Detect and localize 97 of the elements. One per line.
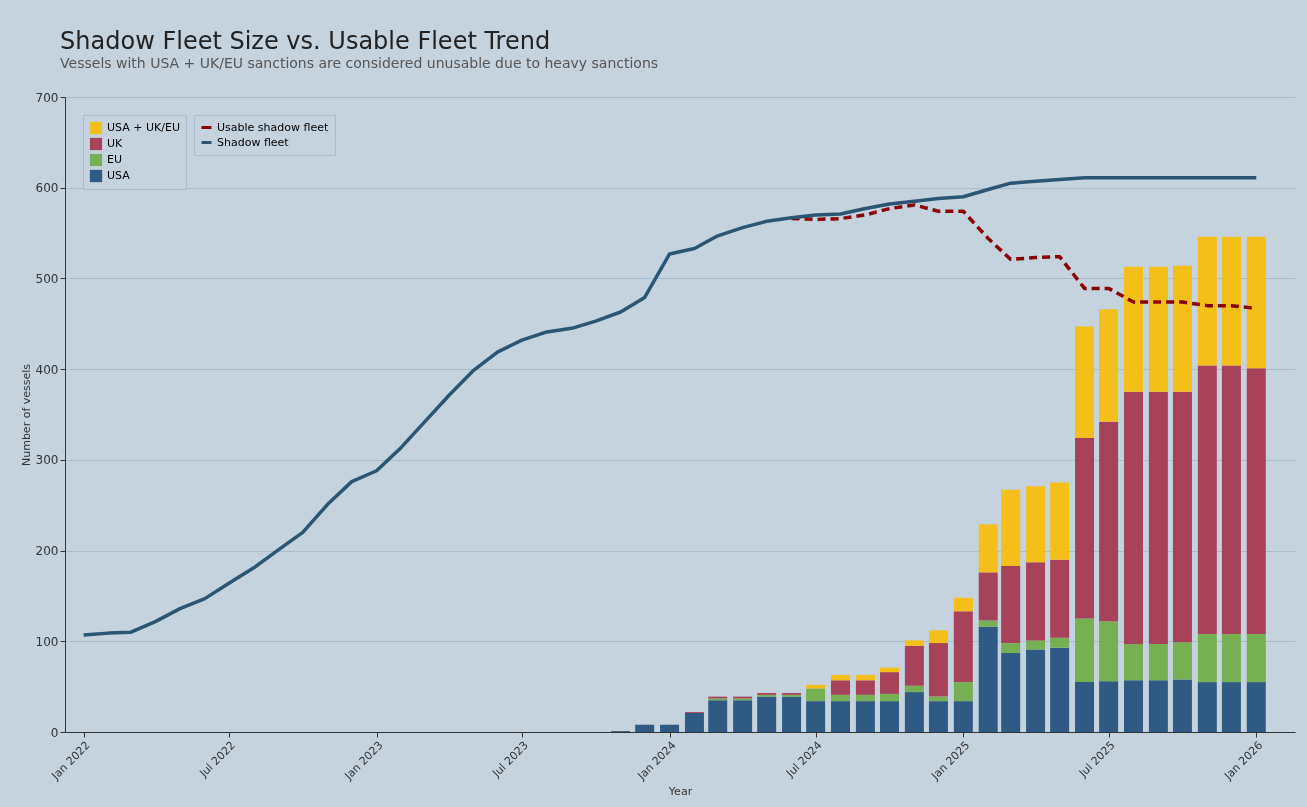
bar	[1172, 391, 1192, 643]
bar	[978, 524, 998, 573]
bar	[1148, 644, 1168, 681]
bar	[831, 694, 851, 702]
legend-label: USA	[107, 169, 131, 182]
bar	[879, 672, 899, 694]
bar	[904, 645, 924, 686]
bar	[831, 701, 851, 732]
bar	[1221, 634, 1241, 683]
bar	[978, 626, 998, 732]
y-tick-label: 600	[35, 181, 59, 196]
bar	[855, 701, 875, 732]
y-tick-label: 200	[35, 544, 59, 559]
bar	[904, 640, 924, 646]
bar	[1123, 391, 1143, 645]
bar	[1148, 266, 1168, 392]
bar	[953, 611, 973, 683]
bar	[953, 701, 973, 732]
bar	[1050, 647, 1070, 732]
bar	[1123, 644, 1143, 681]
bar	[879, 701, 899, 732]
bar	[1075, 618, 1095, 683]
bar	[757, 696, 777, 732]
y-axis-title: Number of vessels	[19, 363, 33, 467]
y-tick-label: 100	[35, 634, 59, 649]
legend-label: USA + UK/EU	[107, 121, 180, 134]
bar	[1026, 486, 1046, 563]
bar	[928, 630, 948, 644]
chart-subtitle: Vessels with USA + UK/EU sanctions are considered unusable due to heavy sanctions	[60, 55, 659, 71]
bar	[1099, 421, 1119, 622]
x-axis-title: Year	[667, 784, 693, 798]
bar	[831, 674, 851, 681]
bar	[1172, 679, 1192, 732]
bar	[1001, 565, 1021, 644]
bar	[806, 688, 826, 702]
bar	[1099, 681, 1119, 732]
bar	[953, 682, 973, 702]
bar	[953, 597, 973, 612]
bar	[904, 692, 924, 732]
bar	[1123, 266, 1143, 392]
bar	[1001, 653, 1021, 732]
bar	[1075, 326, 1095, 439]
y-tick-label: 0	[50, 725, 59, 740]
bar	[978, 620, 998, 627]
bar	[1050, 482, 1070, 560]
legend-label: EU	[107, 153, 123, 166]
bar	[806, 701, 826, 732]
legend-label: Usable shadow fleet	[217, 120, 329, 134]
bar	[1001, 643, 1021, 654]
bar	[1197, 634, 1217, 683]
y-tick-label: 700	[35, 90, 59, 105]
legend-label: Shadow fleet	[217, 135, 290, 149]
bar	[1026, 649, 1046, 732]
bar	[1050, 559, 1070, 638]
bar	[1075, 438, 1095, 619]
bar	[1197, 365, 1217, 635]
bar	[928, 701, 948, 732]
bar	[1123, 680, 1143, 732]
bar	[660, 724, 680, 732]
bar	[1221, 236, 1241, 366]
bar	[879, 693, 899, 702]
bar	[1026, 640, 1046, 650]
bar	[1148, 391, 1168, 645]
bar	[1221, 682, 1241, 732]
legend-label: UK	[107, 137, 124, 150]
bar	[708, 700, 728, 732]
bar	[1197, 236, 1217, 366]
bar	[1246, 634, 1266, 683]
y-tick-label: 300	[35, 453, 59, 468]
y-tick-label: 400	[35, 362, 59, 377]
bar	[1050, 637, 1070, 648]
bar	[855, 680, 875, 695]
bar	[1172, 642, 1192, 680]
bar	[1197, 682, 1217, 732]
bar	[1001, 489, 1021, 566]
bar	[1026, 562, 1046, 641]
bar	[1148, 680, 1168, 732]
chart-title: Shadow Fleet Size vs. Usable Fleet Trend	[60, 27, 551, 55]
bar	[855, 694, 875, 702]
bar	[831, 680, 851, 695]
bar	[1221, 365, 1241, 635]
bar	[1075, 682, 1095, 732]
bar	[1246, 236, 1266, 369]
y-tick-label: 500	[35, 271, 59, 286]
bar	[684, 712, 704, 732]
bar	[1172, 265, 1192, 392]
bar	[1246, 682, 1266, 732]
bar	[1246, 368, 1266, 635]
bar	[782, 696, 802, 732]
bar	[904, 685, 924, 693]
bar	[978, 572, 998, 621]
bar	[1099, 309, 1119, 422]
bar	[635, 724, 655, 732]
bar	[733, 700, 753, 732]
bar	[855, 674, 875, 681]
bar	[1099, 621, 1119, 682]
bar	[928, 643, 948, 697]
